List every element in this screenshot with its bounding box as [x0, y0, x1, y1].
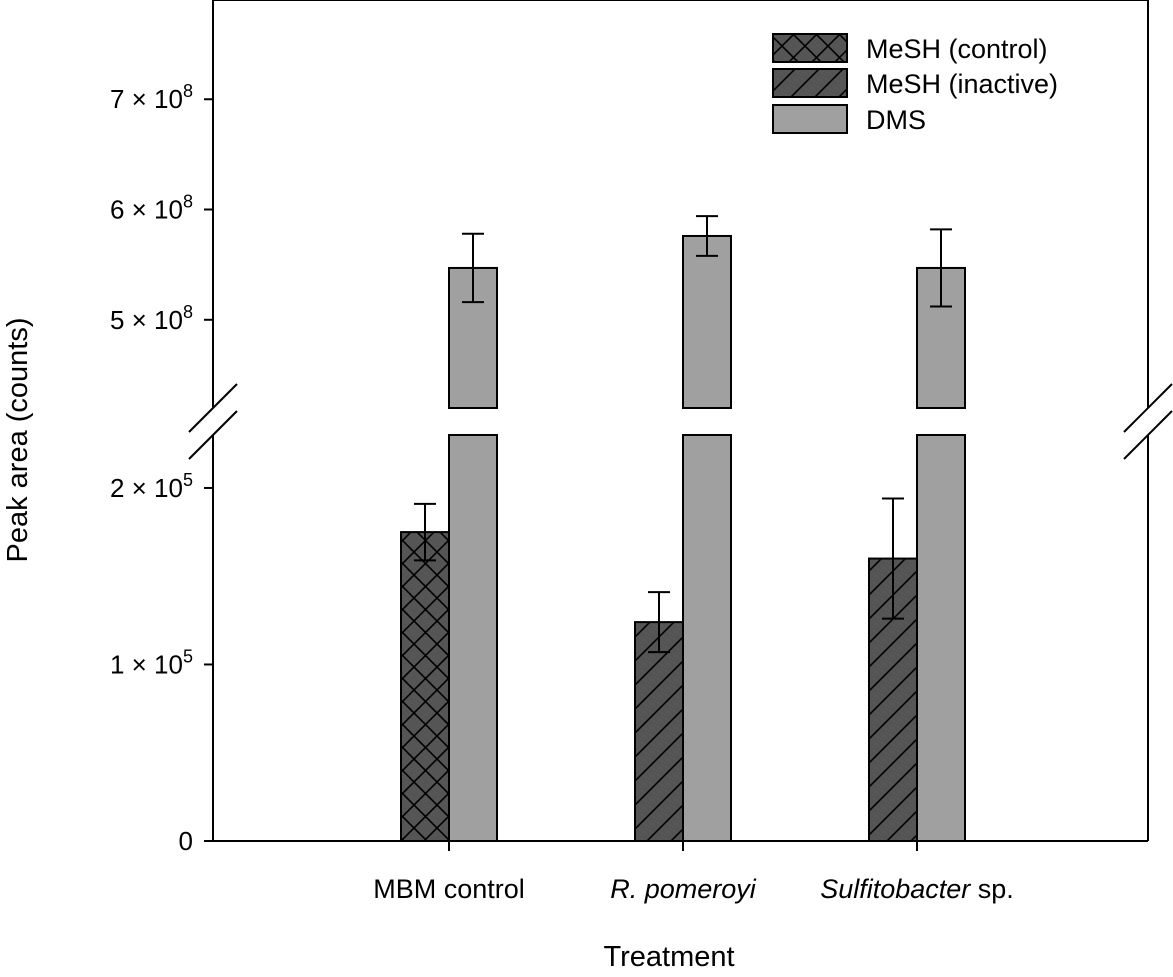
axis-break-mark-right-0: [1123, 383, 1173, 433]
y-tick-upper-0-label: 5 × 108: [110, 302, 193, 335]
y-axis-title: Peak area (counts): [2, 317, 34, 562]
legend-swatch-2: [772, 104, 848, 134]
x-category-label-1: R. pomeroyi: [610, 874, 757, 904]
legend: MeSH (control) MeSH (inactive) DMS: [772, 33, 1058, 135]
bar-diagonal-1: [634, 621, 684, 842]
y-tick-lower-1-label: 1 × 105: [110, 646, 193, 679]
bar-dms-lower-0: [448, 434, 498, 842]
y-tick-upper-2-label: 7 × 108: [110, 81, 193, 114]
x-axis-title: Treatment: [603, 941, 734, 972]
bars-layer: [400, 215, 966, 843]
bar-dms-lower-2: [916, 434, 966, 842]
x-category-label-0: MBM control: [373, 874, 525, 904]
legend-swatch-1: [772, 68, 848, 98]
y-tick-lower-0-label: 0: [179, 826, 193, 856]
y-tick-upper-1-label: 6 × 108: [110, 192, 193, 225]
legend-swatch-0: [772, 33, 848, 63]
y-tick-lower-2-label: 2 × 105: [110, 470, 193, 503]
axis-break-mark-left-1: [188, 410, 238, 460]
bar-crosshatch-0: [400, 531, 450, 843]
x-category-label-2: Sulfitobacter sp.: [820, 874, 1014, 904]
axis-break-mark-right-1: [1123, 410, 1173, 460]
legend-label-2: DMS: [866, 105, 926, 135]
labels-layer: 0 1 × 105 2 × 105 5 × 108 6 × 108 7 × 108 MBM …: [2, 81, 1014, 973]
legend-label-0: MeSH (control): [866, 34, 1048, 64]
axis-break-mark-left-0: [188, 383, 238, 433]
bar-dms-upper-1: [682, 234, 732, 409]
axes-layer: [188, 0, 1173, 851]
legend-label-1: MeSH (inactive): [866, 69, 1058, 99]
bar-dms-lower-1: [682, 434, 732, 842]
